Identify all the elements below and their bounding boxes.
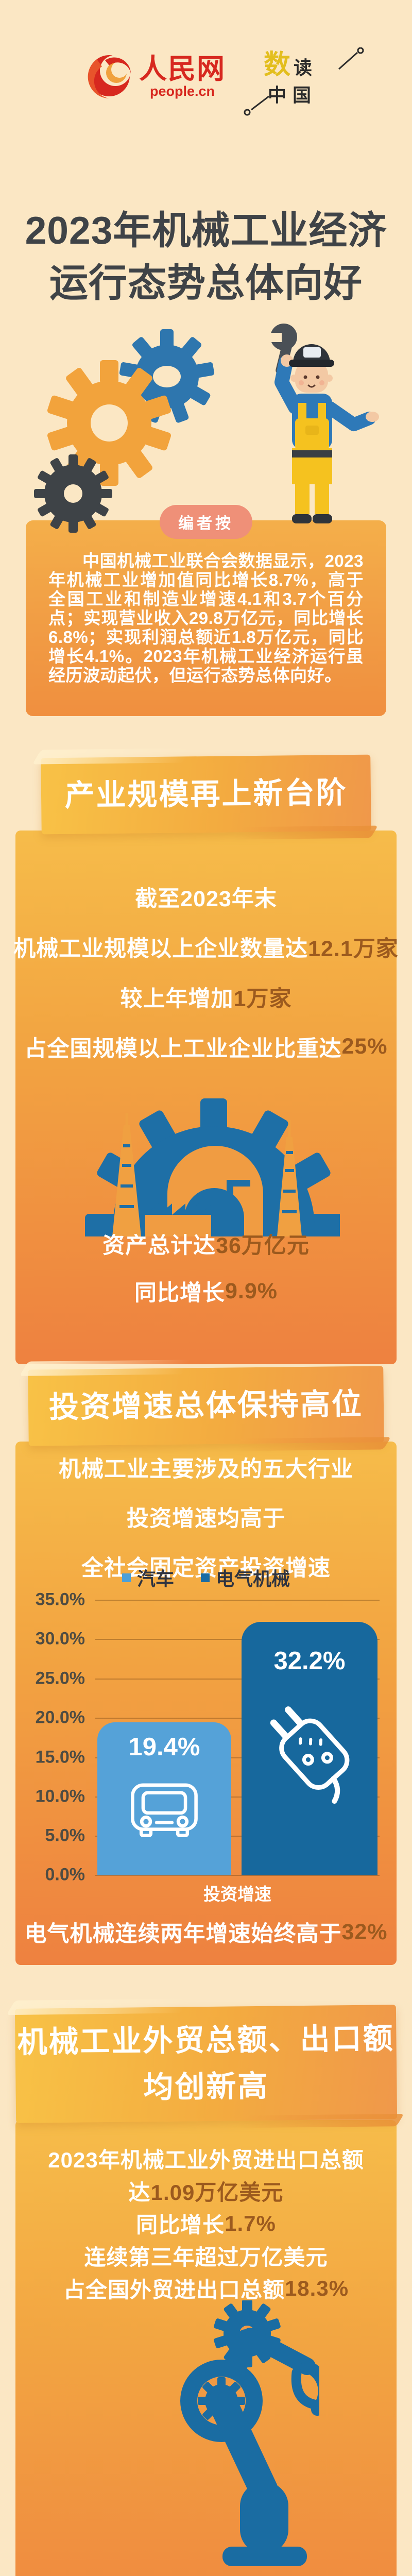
y-tick-label: 20.0% bbox=[35, 1707, 85, 1727]
shu-char: 数 bbox=[264, 50, 291, 80]
stat-line: 连续第三年超过万亿美元 bbox=[84, 2245, 328, 2269]
plug-icon bbox=[270, 1706, 350, 1804]
y-gridline: 25.0% bbox=[36, 1669, 380, 1688]
worker-illustration bbox=[234, 315, 389, 528]
y-tick-label: 0.0% bbox=[45, 1865, 85, 1885]
stat-line: 占全国外贸进出口总额 18.3% bbox=[63, 2276, 349, 2302]
dark-gear-icon bbox=[34, 454, 112, 533]
page-title-line1: 2023年机械工业经济 bbox=[25, 209, 387, 252]
section1-stats-bottom: 资产总计达 36万亿元 同比增长 9.9% bbox=[0, 1220, 412, 1315]
section3-title-line2: 均创新高 bbox=[143, 2069, 269, 2105]
section1-panel bbox=[15, 831, 397, 1364]
section3-stats-top: 2023年机械工业外贸进出口总额 达 1.09万亿美元 同比增长 1.7% 连续第三… bbox=[0, 2142, 412, 2304]
y-tick-label: 5.0% bbox=[45, 1825, 85, 1845]
editor-note-badge: 编者按 bbox=[160, 505, 252, 539]
chart-x-label: 投资增速 bbox=[203, 1885, 271, 1904]
page-title: 2023年机械工业经济 运行态势总体向好 bbox=[0, 204, 412, 309]
section1-ribbon: 产业规模再上新台阶 bbox=[41, 754, 371, 835]
y-gridline: 35.0% bbox=[36, 1590, 380, 1609]
legend-swatch-auto bbox=[122, 1573, 131, 1582]
stat-line: 达 1.09万亿美元 bbox=[128, 2180, 284, 2205]
stat-line: 机械工业规模以上企业数量达 12.1万家 bbox=[13, 936, 399, 961]
editor-note-body: 中国机械工业联合会数据显示，2023年机械工业增加值同比增长8.7%，高于全国工… bbox=[48, 551, 364, 685]
tower-left-icon bbox=[112, 1113, 141, 1236]
y-gridline: 5.0% bbox=[45, 1826, 380, 1845]
stat-line: 截至2023年末 bbox=[135, 886, 277, 911]
y-tick-label: 30.0% bbox=[35, 1629, 85, 1649]
section2-title: 投资增速总体保持高位 bbox=[48, 1387, 364, 1425]
bar-auto-value: 19.4% bbox=[128, 1733, 200, 1761]
trend-line-icon-2 bbox=[242, 90, 273, 116]
legend-item-auto: 汽车 bbox=[122, 1564, 174, 1591]
y-tick-label: 10.0% bbox=[35, 1786, 85, 1806]
people-cn-domain: people.cn bbox=[149, 83, 215, 99]
section2-ribbon: 投资增速总体保持高位 bbox=[28, 1366, 384, 1446]
y-gridline: 0.0% bbox=[45, 1865, 380, 1885]
y-gridline: 30.0% bbox=[36, 1629, 380, 1649]
y-tick-label: 25.0% bbox=[35, 1668, 85, 1688]
stat-line: 资产总计达 36万亿元 bbox=[102, 1233, 310, 1258]
robot-arm-illustration bbox=[93, 2299, 331, 2576]
people-cn-logo: 人民网 people.cn bbox=[87, 49, 226, 105]
people-cn-chars: 人民网 bbox=[139, 54, 226, 84]
y-tick-label: 35.0% bbox=[35, 1589, 85, 1609]
stat-line: 2023年机械工业外贸进出口总额 bbox=[48, 2148, 364, 2172]
section3-title-line1: 机械工业外贸总额、出口额 bbox=[17, 2022, 394, 2059]
du-char: 读 bbox=[294, 57, 313, 78]
claw-finger bbox=[291, 2367, 319, 2410]
zhongguo-chars: 中国 bbox=[268, 84, 318, 106]
stat-line: 机械工业主要涉及的五大行业 bbox=[59, 1457, 353, 1482]
stat-line: 占全国规模以上工业企业比重达 25% bbox=[24, 1034, 388, 1061]
car-icon bbox=[131, 1783, 198, 1837]
stat-line: 电气机械连续两年增速始终高于 32% bbox=[24, 1919, 388, 1947]
stat-line: 同比增长 1.7% bbox=[136, 2211, 276, 2238]
legend-item-electric: 电气机械 bbox=[201, 1564, 290, 1591]
stat-line: 较上年增加 1万家 bbox=[120, 986, 292, 1011]
bar-auto: 19.4% bbox=[97, 1722, 231, 1875]
chart-legend: 汽车 电气机械 bbox=[0, 1566, 412, 1589]
people-cn-mark-icon bbox=[88, 55, 131, 98]
y-tick-label: 15.0% bbox=[35, 1747, 85, 1767]
trend-line-icon bbox=[335, 47, 366, 73]
overalls bbox=[292, 403, 332, 514]
y-gridline: 15.0% bbox=[36, 1748, 380, 1767]
investment-growth-chart: 35.0% 30.0% 25.0% 20.0% 15.0% 10.0% 5.0%… bbox=[36, 1590, 380, 1885]
orange-gear-icon bbox=[47, 360, 171, 486]
bar-electric: 32.2% bbox=[242, 1622, 377, 1875]
stat-line: 投资增速均高于 bbox=[127, 1506, 285, 1531]
y-gridline: 20.0% bbox=[36, 1708, 380, 1727]
cap-icon bbox=[289, 344, 334, 367]
shudu-zhongguo-logo: 数 读 中国 bbox=[264, 52, 341, 107]
section1-stats-top: 截至2023年末 机械工业规模以上企业数量达 12.1万家 较上年增加 1万家 占全… bbox=[0, 872, 412, 1072]
section3-ribbon: 机械工业外贸总额、出口额 均创新高 bbox=[14, 2005, 398, 2123]
factory-gear-illustration bbox=[72, 1088, 342, 1356]
section1-title: 产业规模再上新台阶 bbox=[64, 776, 348, 812]
editor-note-panel: 编者按 中国机械工业联合会数据显示，2023年机械工业增加值同比增长8.7%，高… bbox=[26, 505, 386, 716]
stat-line: 同比增长 9.9% bbox=[134, 1278, 278, 1306]
page-title-line2: 运行态势总体向好 bbox=[49, 261, 363, 304]
section2-intro: 机械工业主要涉及的五大行业 投资增速均高于 全社会固定资产投资增速 bbox=[0, 1443, 412, 1591]
gears-illustration bbox=[27, 328, 228, 536]
section2-outro: 电气机械连续两年增速始终高于 32% bbox=[0, 1914, 412, 1950]
tower-right-icon bbox=[277, 1120, 302, 1236]
y-gridline: 10.0% bbox=[36, 1787, 380, 1806]
bar-electric-value: 32.2% bbox=[273, 1647, 346, 1675]
section3-panel bbox=[15, 2120, 397, 2576]
legend-swatch-electric bbox=[201, 1573, 210, 1582]
